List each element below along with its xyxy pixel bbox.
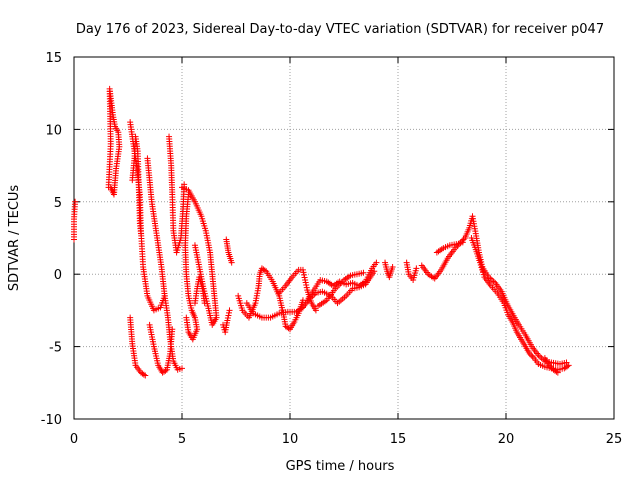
x-tick-label: 0 [70,432,78,447]
data-point [224,317,231,324]
data-point [107,184,114,191]
ticks: 0 5 10 15 20 25 -10 -5 0 5 10 15 [41,51,623,447]
data-point [225,312,232,319]
data-point [459,239,466,246]
data-point [191,242,198,249]
data-point [301,274,308,281]
data-point [300,269,307,276]
x-tick-label: 15 [390,432,407,447]
data-point [553,368,560,375]
x-tick-label: 20 [498,432,515,447]
data-point [547,363,554,370]
data-point [460,236,467,243]
x-tick-label: 5 [178,432,186,447]
data-point [360,269,367,276]
data-point [140,371,147,378]
data-point [228,259,235,266]
data-point [563,359,570,366]
data-point [529,353,536,360]
data-point [299,266,306,273]
data-point [528,352,535,359]
data-point [201,300,208,307]
data-point [413,265,420,272]
data-point [554,369,561,376]
y-tick-label: 0 [54,268,62,283]
y-tick-label: -10 [41,413,62,428]
data-point [224,315,231,322]
data-point [285,325,292,332]
data-point [303,284,310,291]
data-point [261,267,268,274]
data-point [302,279,309,286]
data-point [564,363,571,370]
y-axis-label: SDTVAR / TECUs [7,185,22,292]
data-point [179,365,185,372]
y-tick-label: 15 [45,51,62,66]
y-tick-label: -5 [49,341,62,356]
data-point [312,307,319,314]
data-point [373,259,380,266]
y-tick-label: 5 [54,196,62,211]
data-point [137,230,144,237]
data-point [302,276,309,283]
data-point [526,350,533,357]
data-point [303,282,310,289]
data-point [142,372,149,379]
data-point [225,309,232,316]
data-points [71,85,572,379]
x-tick-label: 25 [606,432,623,447]
chart-title: Day 176 of 2023, Sidereal Day-to-day VTE… [76,22,604,37]
data-point [226,307,233,314]
data-point [389,263,396,270]
x-tick-label: 10 [282,432,299,447]
data-point [301,271,308,278]
data-point [169,326,176,333]
grid-lines [74,57,614,419]
data-point [546,362,553,369]
y-tick-label: 10 [45,123,62,138]
data-point [183,314,190,321]
data-point [162,367,169,374]
x-axis-label: GPS time / hours [286,459,395,474]
data-point [72,198,79,205]
